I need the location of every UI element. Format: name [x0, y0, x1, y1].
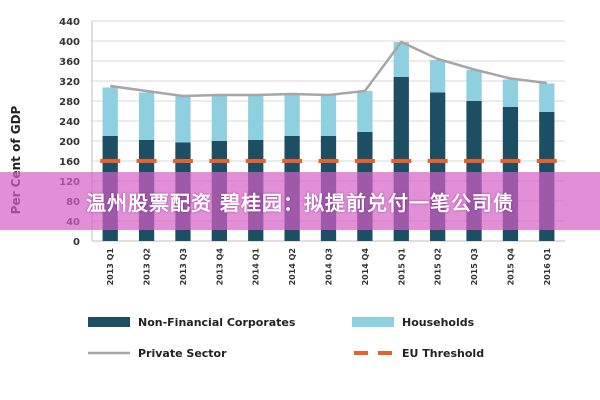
bar-households-5 — [284, 94, 300, 136]
bar-households-6 — [320, 95, 337, 136]
x-tick-label: 2015 Q1 — [397, 248, 406, 286]
y-tick-label: 360 — [59, 57, 80, 68]
bar-households-7 — [357, 91, 373, 132]
x-tick-label: 2013 Q1 — [106, 248, 115, 286]
x-tick-label: 2015 Q2 — [434, 248, 443, 285]
y-tick-label: 280 — [59, 97, 80, 108]
bar-households-8 — [393, 42, 409, 77]
bar-households-9 — [430, 60, 446, 93]
lines — [100, 40, 557, 163]
y-tick-label: 320 — [59, 77, 80, 88]
bar-households-0 — [102, 87, 118, 136]
bar-households-1 — [138, 92, 155, 140]
y-tick-label: 240 — [59, 117, 80, 128]
y-tick-label: 440 — [59, 17, 80, 28]
bar-households-3 — [211, 95, 227, 141]
x-tick-label: 2015 Q3 — [470, 248, 479, 285]
line-private-sector — [110, 40, 547, 98]
legend-label-households: Households — [402, 316, 475, 329]
legend-label-eu-threshold: EU Threshold — [402, 347, 484, 360]
x-tick-label: 2013 Q3 — [179, 248, 188, 285]
y-tick-label: 0 — [73, 237, 80, 248]
x-tick-label: 2013 Q2 — [143, 248, 152, 285]
x-tick-label: 2014 Q4 — [361, 248, 370, 286]
legend: Non-Financial Corporates Households Privat… — [88, 316, 484, 360]
x-tick-label: 2014 Q1 — [252, 248, 261, 286]
bar-households-2 — [175, 96, 191, 143]
bar-households-4 — [248, 95, 264, 140]
legend-swatch-households — [352, 317, 394, 327]
legend-label-non-financial-corporates: Non-Financial Corporates — [138, 316, 296, 329]
x-tick-label: 2016 Q1 — [543, 248, 552, 286]
bar-households-10 — [466, 70, 482, 101]
x-tick-label: 2015 Q4 — [506, 248, 515, 286]
watermark-banner: 温州股票配资 碧桂园：拟提前兑付一笔公司债 — [0, 172, 600, 230]
legend-label-private-sector: Private Sector — [138, 347, 227, 360]
bar-households-12 — [539, 83, 555, 112]
x-tick-label: 2014 Q3 — [325, 248, 334, 285]
y-tick-label: 400 — [59, 37, 80, 48]
watermark-text: 温州股票配资 碧桂园：拟提前兑付一笔公司债 — [86, 190, 514, 215]
x-tick-label: 2014 Q2 — [288, 248, 297, 285]
bar-households-11 — [502, 79, 519, 107]
y-tick-label: 160 — [59, 157, 80, 168]
y-tick-label: 200 — [59, 137, 80, 148]
x-axis-ticks: 2013 Q1 2013 Q2 2013 Q3 2013 Q4 2014 Q1 2014 … — [106, 248, 552, 286]
legend-swatch-non-financial-corporates — [88, 317, 130, 327]
x-tick-label: 2013 Q4 — [215, 248, 224, 286]
